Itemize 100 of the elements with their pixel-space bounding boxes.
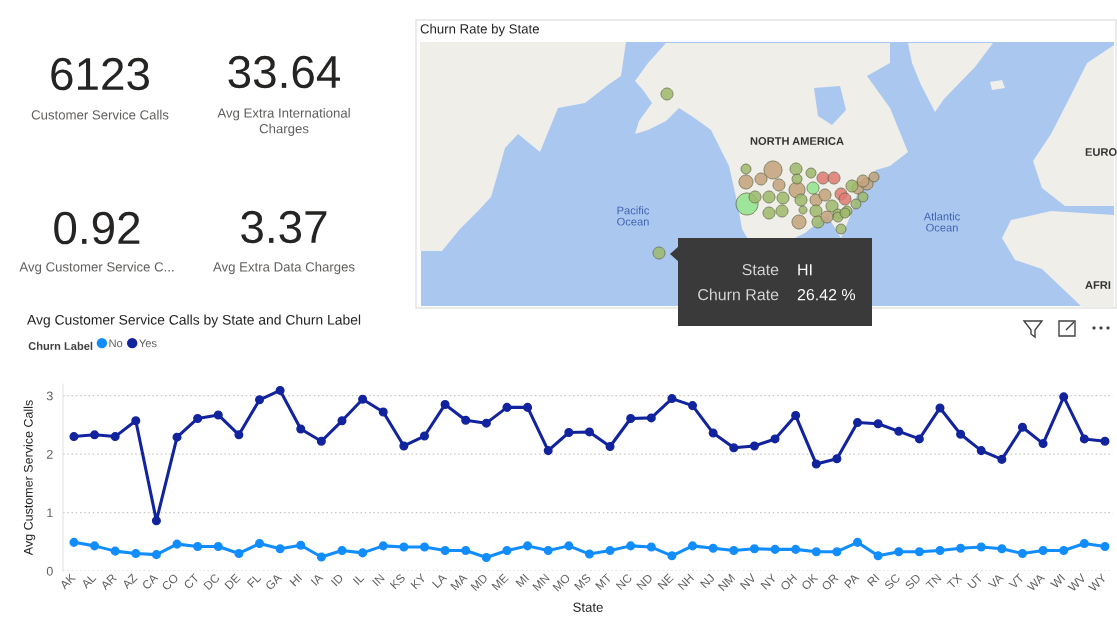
x-tick-label: VT: [1008, 573, 1025, 590]
point: [626, 541, 636, 551]
x-tick-label: MN: [532, 573, 550, 592]
legend-label: No: [109, 339, 123, 348]
point: [605, 442, 615, 452]
point: [852, 537, 863, 547]
point: [914, 547, 924, 557]
point: [770, 434, 780, 444]
point: [749, 544, 759, 554]
point: [90, 541, 100, 551]
legend-title: Churn Label: [28, 341, 93, 350]
point: [791, 411, 801, 421]
point: [667, 394, 677, 404]
x-tick-label: GA: [264, 572, 283, 591]
point: [935, 546, 945, 556]
x-tick-label: CO: [161, 573, 179, 591]
point: [543, 446, 553, 456]
point: [193, 413, 203, 423]
x-tick-label: IA: [310, 572, 324, 586]
point: [646, 542, 656, 552]
point: [708, 543, 718, 553]
x-tick-label: LA: [431, 572, 448, 589]
point: [193, 541, 203, 551]
data-label: 33.64: [228, 55, 341, 89]
point: [296, 424, 306, 434]
point: [69, 537, 79, 547]
x-tick-label: HI: [289, 573, 303, 587]
point: [708, 428, 718, 438]
point: [358, 394, 368, 404]
x-tick-label: TX: [946, 573, 963, 590]
point: [1059, 392, 1069, 402]
x-tick-label: MA: [450, 572, 468, 591]
x-tick-label: AK: [59, 573, 76, 590]
text: NORTH AMERICA: [750, 137, 844, 145]
text: State: [742, 263, 779, 276]
point: [564, 427, 574, 438]
x-tick-label: NE: [657, 573, 674, 590]
x-tick-label: SD: [904, 573, 922, 591]
y-tick-label: 3: [46, 391, 53, 401]
point: [481, 418, 491, 428]
point: [254, 395, 265, 405]
point: [1079, 539, 1089, 549]
point: [688, 401, 698, 411]
point: [419, 542, 429, 552]
chart-title: Avg Customer Service Calls by State and Churn Label: [27, 314, 361, 328]
point: [1059, 546, 1069, 556]
x-tick-label: DE: [224, 573, 241, 590]
point: [69, 432, 79, 442]
x-tick-label: NH: [677, 573, 695, 591]
point: [523, 402, 533, 412]
point: [564, 541, 574, 551]
x-tick-label: MT: [595, 573, 613, 591]
x-tick-label: AZ: [121, 573, 138, 590]
text: Pacific Ocean: [617, 206, 650, 226]
point: [852, 418, 863, 428]
x-tick-label: AR: [100, 573, 117, 591]
point: [337, 546, 347, 556]
data-label: 3.37: [241, 210, 327, 244]
x-tick-label: WA: [1026, 572, 1046, 592]
point: [296, 540, 306, 550]
point: [440, 399, 450, 409]
point: [584, 549, 594, 559]
point: [440, 546, 450, 556]
x-tick-label: NV: [739, 573, 757, 590]
category-label: Avg Customer Service C...: [19, 261, 174, 275]
x-tick-label: MO: [552, 573, 571, 592]
x-tick-label: FL: [246, 573, 262, 588]
x-tick-label: VA: [987, 572, 1004, 590]
point: [131, 416, 141, 426]
legend-label: Yes: [139, 339, 157, 348]
point: [873, 419, 883, 429]
x-tick-label: AL: [80, 573, 97, 589]
point: [729, 546, 739, 556]
point: [172, 432, 182, 442]
y-tick-label: 0: [46, 566, 53, 576]
x-tick-label: DC: [203, 573, 221, 591]
x-tick-label: KS: [389, 573, 406, 590]
point: [502, 546, 512, 556]
point: [791, 544, 801, 554]
point: [729, 443, 739, 453]
point: [461, 546, 471, 556]
point: [873, 551, 883, 561]
y-tick-label: 2: [46, 449, 53, 459]
y-axis-title: Avg Customer Service Calls: [23, 400, 36, 556]
point: [90, 430, 100, 440]
point: [646, 413, 656, 423]
point: [151, 550, 161, 560]
x-tick-label: NJ: [700, 573, 715, 589]
x-tick-label: CT: [183, 573, 200, 590]
x-tick-label: OR: [821, 573, 839, 591]
point: [234, 430, 244, 440]
point: [419, 431, 429, 441]
data-label: 0.92: [54, 211, 140, 245]
x-tick-label: TN: [925, 573, 942, 590]
text: 26.42 %: [797, 288, 856, 301]
point: [378, 407, 388, 417]
x-tick-label: WI: [1049, 573, 1066, 589]
point: [543, 546, 553, 556]
x-tick-label: CA: [141, 572, 159, 590]
point: [316, 436, 326, 446]
